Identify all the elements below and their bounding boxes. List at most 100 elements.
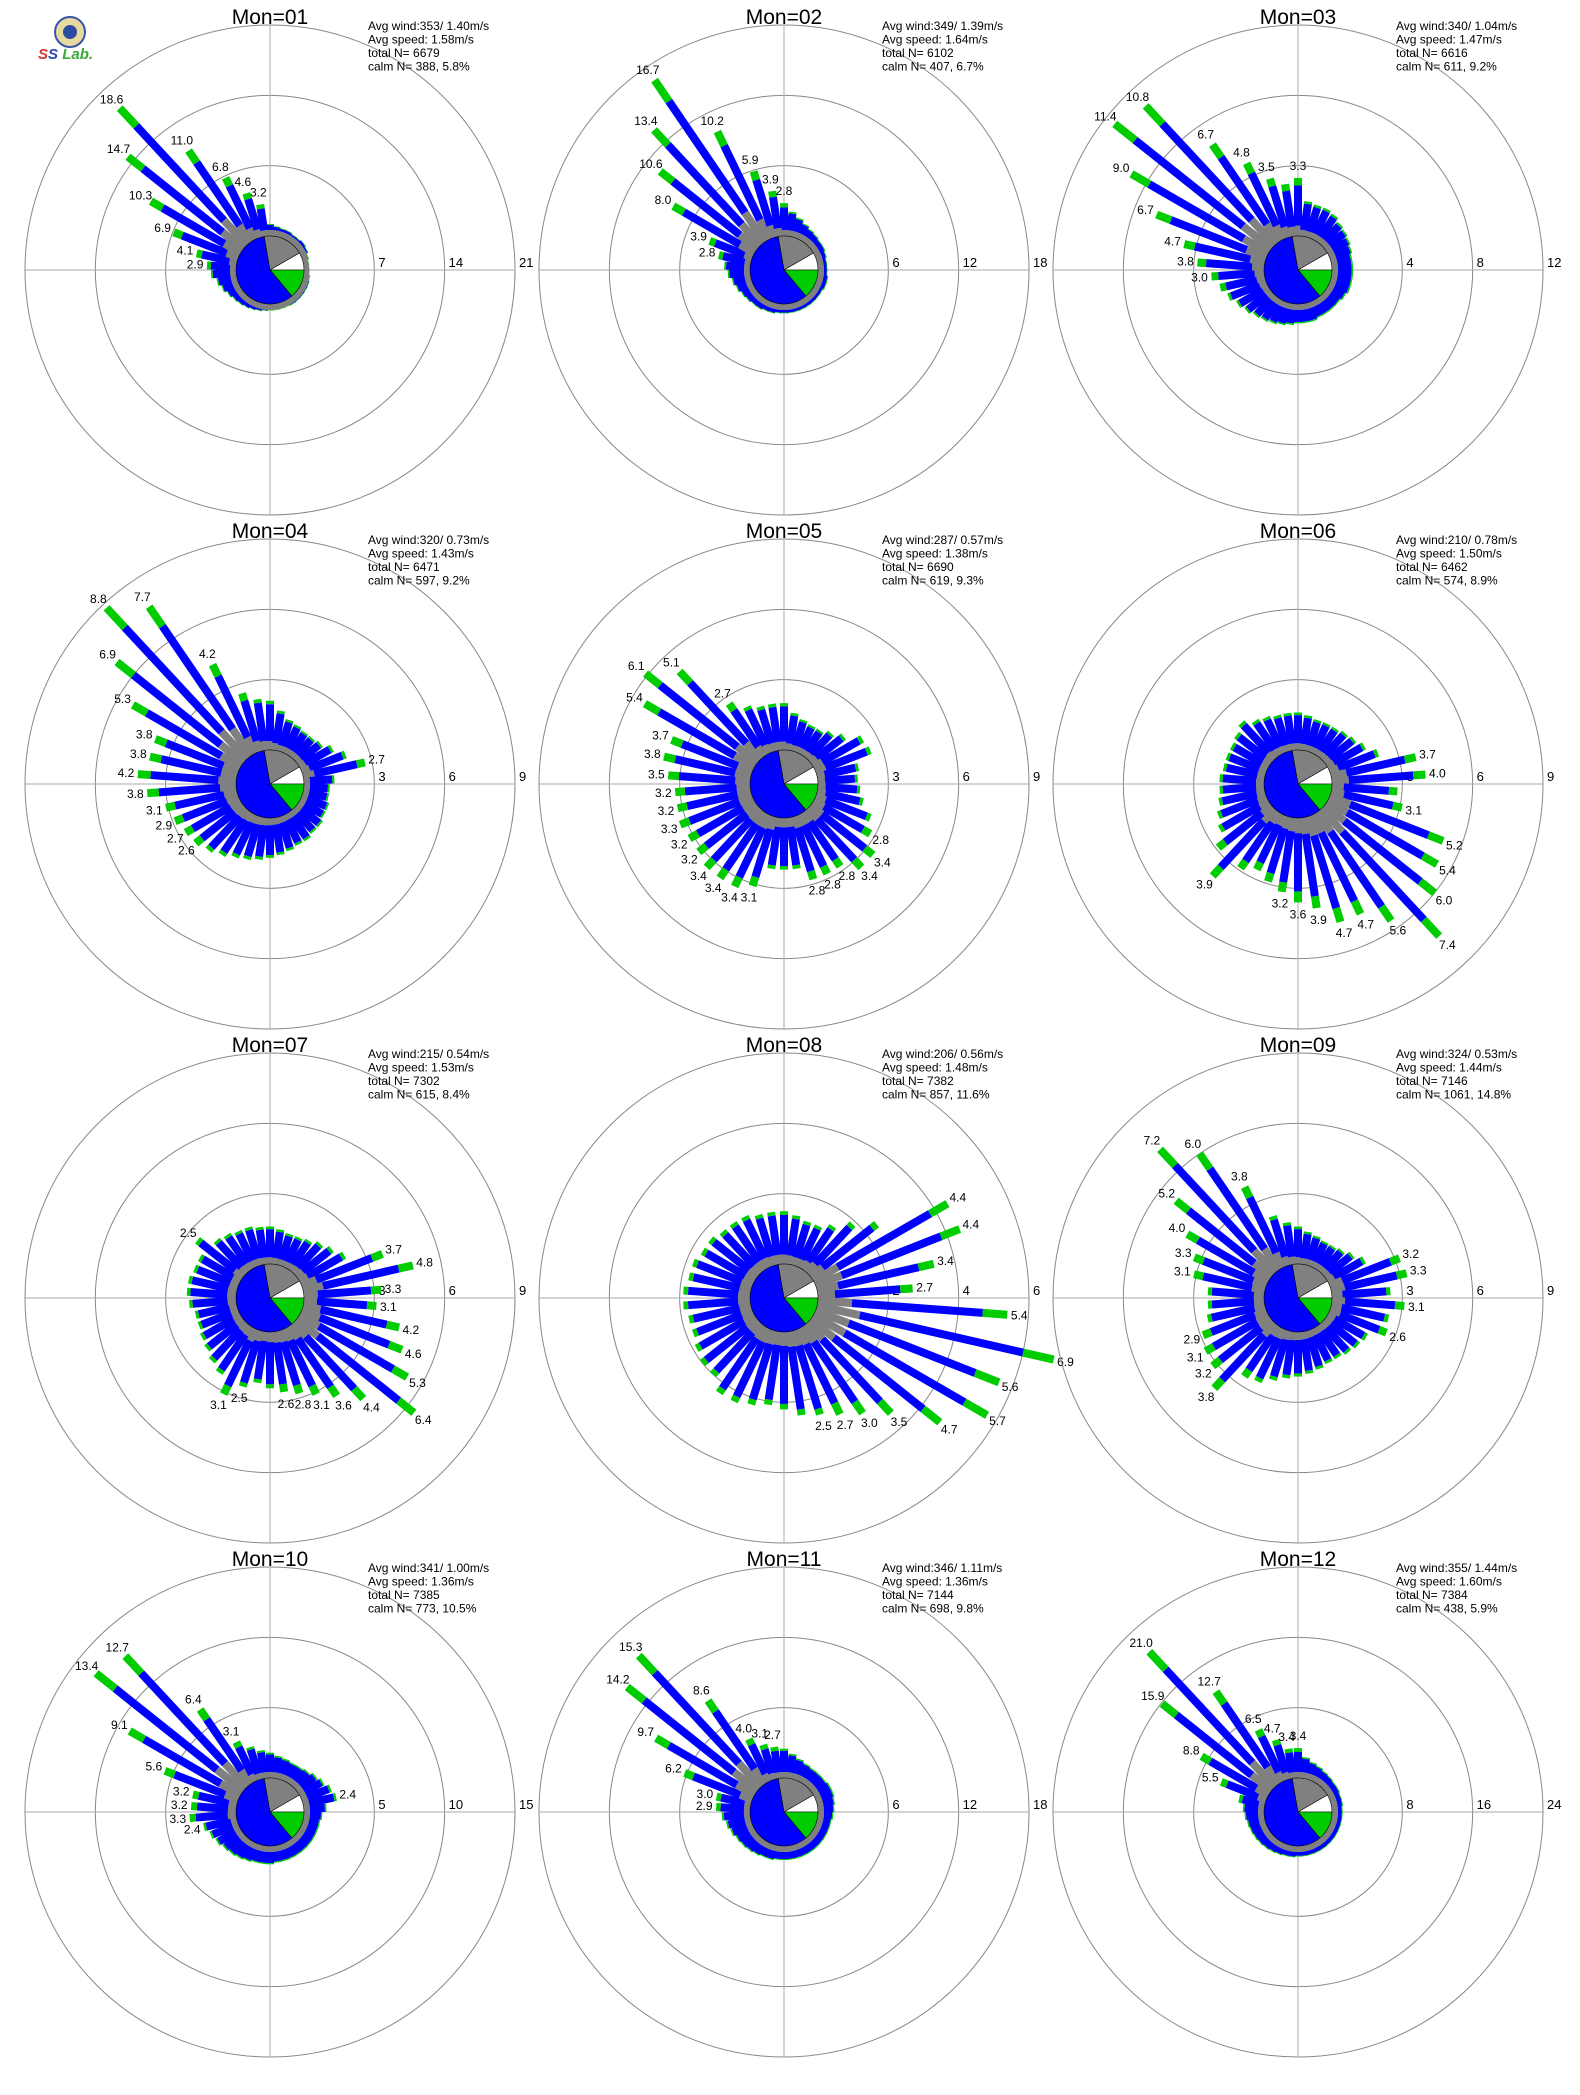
bar-segment-mid xyxy=(1294,1340,1302,1373)
bar-value-label: 2.7 xyxy=(167,832,184,846)
ring-label: 6 xyxy=(892,1797,899,1812)
bar-segment-mid xyxy=(266,704,274,741)
bar-segment-high xyxy=(683,1301,688,1309)
bar-value-label: 6.1 xyxy=(628,659,645,673)
info-line: total N= 6462 xyxy=(1396,560,1468,574)
bar-value-label: 3.1 xyxy=(223,1724,240,1738)
bar-segment-mid xyxy=(780,706,788,741)
lab-logo: SS Lab. xyxy=(38,16,120,74)
bar-value-label: 3.1 xyxy=(1187,1350,1204,1364)
bar-value-label: 3.2 xyxy=(1195,1366,1212,1380)
info-line: total N= 7384 xyxy=(1396,1588,1468,1602)
bar-segment-high xyxy=(1281,184,1290,192)
bar-value-label: 2.7 xyxy=(764,1728,781,1742)
bar-segment-high xyxy=(921,1406,943,1426)
bar-value-label: 6.9 xyxy=(99,647,116,661)
bar-segment-high xyxy=(1418,878,1437,896)
bar-value-label: 6.5 xyxy=(1245,1712,1262,1726)
bar-value-label: 5.2 xyxy=(1446,838,1463,852)
bar-value-label: 9.0 xyxy=(1113,161,1130,175)
bar-segment-high xyxy=(1294,891,1302,902)
info-line: total N= 6616 xyxy=(1396,46,1468,60)
bar-value-label: 16.7 xyxy=(636,63,660,77)
info-line: Avg wind:349/ 1.39m/s xyxy=(882,19,1003,33)
bar-segment-high xyxy=(1146,1649,1168,1672)
bar-segment-high xyxy=(138,770,151,779)
bar-value-label: 5.7 xyxy=(989,1414,1006,1428)
rose-bar xyxy=(117,105,250,247)
bar-segment-high xyxy=(266,1753,274,1755)
bar-segment-high xyxy=(675,787,685,796)
bar-value-label: 3.8 xyxy=(136,728,153,742)
bar-value-label: 9.1 xyxy=(111,1718,128,1732)
bar-segment-high xyxy=(780,703,788,706)
ring-label: 5 xyxy=(378,1797,385,1812)
ring-label: 6 xyxy=(449,769,456,784)
bar-segment-high xyxy=(398,1261,414,1272)
ring-label: 9 xyxy=(1547,1283,1554,1298)
info-line: total N= 6679 xyxy=(368,46,440,60)
bar-segment-high xyxy=(128,1728,146,1743)
bar-value-label: 6.9 xyxy=(1057,1355,1074,1369)
rose-bar xyxy=(146,605,254,759)
lab-logo-text: SS Lab. xyxy=(38,46,93,63)
bar-segment-high xyxy=(1130,170,1152,187)
bar-segment-high xyxy=(1386,1287,1391,1295)
bar-value-label: 4.8 xyxy=(416,1256,433,1270)
bar-value-label: 7.2 xyxy=(1144,1134,1161,1148)
bar-value-label: 3.5 xyxy=(891,1415,908,1429)
bar-segment-high xyxy=(1278,882,1287,893)
bar-value-label: 8.8 xyxy=(1183,1743,1200,1757)
info-line: Avg speed: 1.36m/s xyxy=(368,1575,474,1589)
info-line: Avg speed: 1.44m/s xyxy=(1396,1061,1502,1075)
ring-label: 6 xyxy=(892,255,899,270)
info-line: Avg speed: 1.43m/s xyxy=(368,547,474,561)
bar-value-label: 2.7 xyxy=(916,1280,933,1294)
info-line: total N= 6690 xyxy=(882,560,954,574)
ring-label: 12 xyxy=(1547,255,1561,270)
bar-value-label: 5.5 xyxy=(1202,1771,1219,1785)
bar-value-label: 3.1 xyxy=(146,803,163,817)
bar-segment-high xyxy=(780,203,788,207)
bar-value-label: 4.6 xyxy=(405,1347,422,1361)
bar-value-label: 10.8 xyxy=(1126,90,1150,104)
bar-value-label: 11.0 xyxy=(171,134,194,148)
rose-bar xyxy=(1143,103,1278,248)
bar-segment-high xyxy=(797,1409,806,1416)
bar-value-label: 6.4 xyxy=(185,1693,202,1707)
bar-segment-high xyxy=(683,1286,688,1294)
info-line: Avg wind:341/ 1.00m/s xyxy=(368,1561,489,1575)
bar-segment-high xyxy=(1143,103,1166,127)
bar-value-label: 14.7 xyxy=(107,142,131,156)
info-line: calm N= 619, 9.3% xyxy=(882,574,984,588)
bar-segment-mid xyxy=(780,1346,788,1404)
university-seal-icon xyxy=(54,16,86,48)
ring-label: 12 xyxy=(963,255,977,270)
bar-value-label: 5.9 xyxy=(742,153,759,167)
bar-value-label: 12.7 xyxy=(1198,1675,1222,1689)
ring-label: 4 xyxy=(963,1283,970,1298)
bar-value-label: 3.9 xyxy=(762,172,779,186)
bar-segment-high xyxy=(1427,831,1445,844)
bar-segment-high xyxy=(1294,1226,1302,1229)
ring-label: 9 xyxy=(1547,769,1554,784)
bar-value-label: 3.9 xyxy=(1196,878,1213,892)
bar-value-label: 8.6 xyxy=(693,1684,710,1698)
bar-value-label: 3.2 xyxy=(655,786,672,800)
bar-value-label: 4.0 xyxy=(1169,1221,1186,1235)
bar-value-label: 2.8 xyxy=(824,878,841,892)
bar-value-label: 5.3 xyxy=(409,1376,426,1390)
bar-segment-high xyxy=(1211,272,1218,280)
bar-value-label: 18.6 xyxy=(100,92,124,106)
bar-segment-high xyxy=(1219,774,1223,782)
bar-value-label: 5.6 xyxy=(1390,923,1407,937)
bar-value-label: 3.2 xyxy=(671,838,688,852)
bar-value-label: 3.3 xyxy=(1410,1264,1427,1278)
bar-segment-high xyxy=(117,105,139,128)
bar-value-label: 21.0 xyxy=(1129,1636,1153,1650)
bar-value-label: 2.7 xyxy=(368,753,385,767)
bar-value-label: 4.2 xyxy=(199,647,216,661)
bar-value-label: 4.7 xyxy=(1357,918,1374,932)
